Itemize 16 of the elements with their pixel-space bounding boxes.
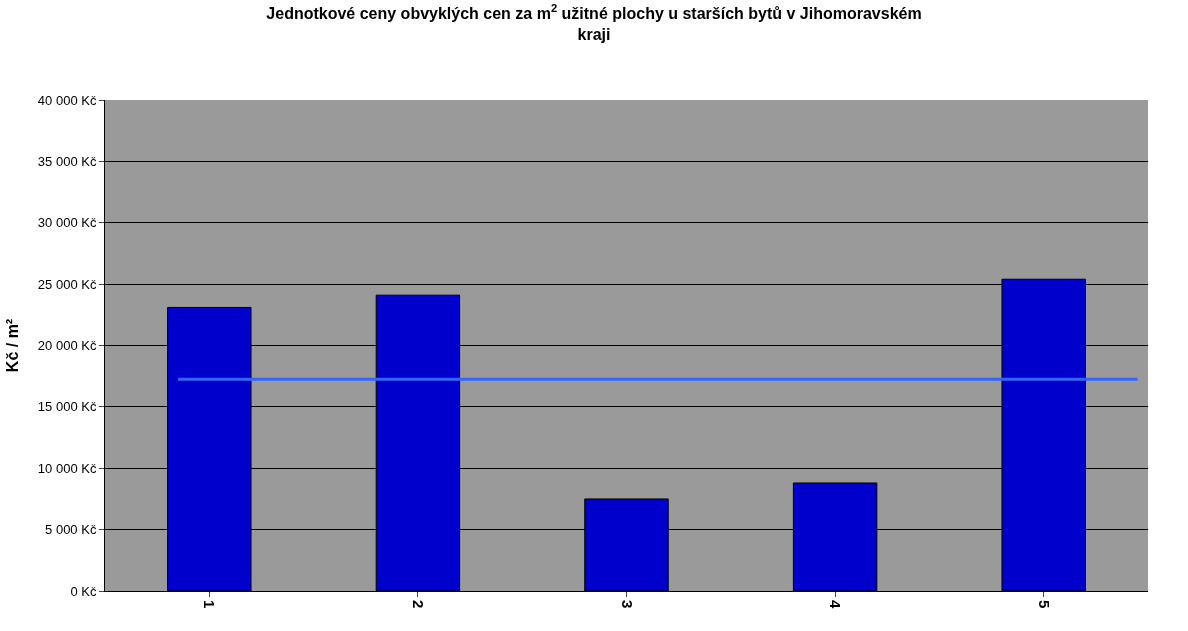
y-tick-label: 5 000 Kč [45, 522, 97, 538]
x-tick-label: 4 [827, 600, 845, 609]
x-tick-label: 2 [410, 600, 428, 609]
x-tick-label: 1 [201, 600, 219, 609]
y-tick-label: 40 000 Kč [37, 92, 97, 108]
y-tick-label: 25 000 Kč [37, 276, 97, 292]
y-tick-label: 20 000 Kč [37, 338, 97, 354]
y-axis-title: Kč / m² [3, 318, 21, 373]
y-tick-label: 35 000 Kč [37, 153, 97, 169]
x-tick-label: 3 [618, 600, 636, 609]
y-tick-label: 10 000 Kč [37, 460, 97, 476]
y-tick-label: 30 000 Kč [37, 215, 97, 231]
y-tick-label: 0 Kč [70, 583, 97, 599]
chart-title: Jednotkové ceny obvyklých cen za m$^{2}$ užitné plochy u starších bytů v Jihomoravském kraji [266, 2, 922, 43]
x-tick-label: 5 [1035, 600, 1053, 609]
y-tick-label: 15 000 Kč [37, 399, 97, 415]
